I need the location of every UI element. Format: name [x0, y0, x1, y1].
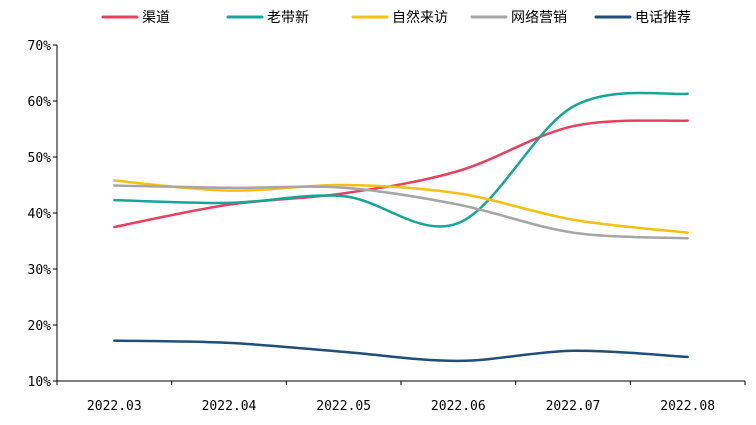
y-tick-label: 40%: [28, 207, 52, 222]
x-tick-label: 2022.04: [202, 399, 257, 414]
series-line-4: [113, 339, 689, 363]
x-tick-label: 2022.03: [87, 399, 142, 414]
legend-label: 网络营销: [511, 10, 567, 26]
y-tick-label: 20%: [28, 319, 52, 334]
x-tick-label: 2022.07: [546, 399, 601, 414]
legend-label: 老带新: [267, 10, 309, 26]
legend-label: 渠道: [142, 10, 170, 26]
x-tick-label: 2022.05: [316, 399, 371, 414]
y-ticks: 10% 20% 30% 40% 50% 60% 70%: [28, 39, 57, 390]
y-tick-label: 50%: [28, 151, 52, 166]
series-line-0: [113, 119, 689, 229]
y-tick-label: 60%: [28, 95, 52, 110]
x-tick-label: 2022.06: [431, 399, 486, 414]
series-line-1: [113, 91, 689, 228]
x-tick-label: 2022.08: [660, 399, 715, 414]
y-tick-label: 70%: [28, 39, 52, 54]
x-ticks: 2022.03 2022.04 2022.05 2022.06 2022.07 2022.…: [56, 381, 746, 414]
series-line-3: [113, 184, 689, 240]
series-lines: [113, 91, 689, 363]
legend-label: 自然来访: [392, 9, 448, 26]
legend-label: 电话推荐: [635, 10, 691, 26]
series-line-2: [113, 179, 689, 234]
y-tick-label: 30%: [28, 263, 52, 278]
axes: 10%20%30%40%50%60%70% 2022.03 2022.04 2022…: [28, 39, 746, 414]
y-tick-label: 10%: [28, 375, 52, 390]
legend: 渠道 老带新 自然来访 网络营销 电话推荐: [101, 9, 691, 26]
